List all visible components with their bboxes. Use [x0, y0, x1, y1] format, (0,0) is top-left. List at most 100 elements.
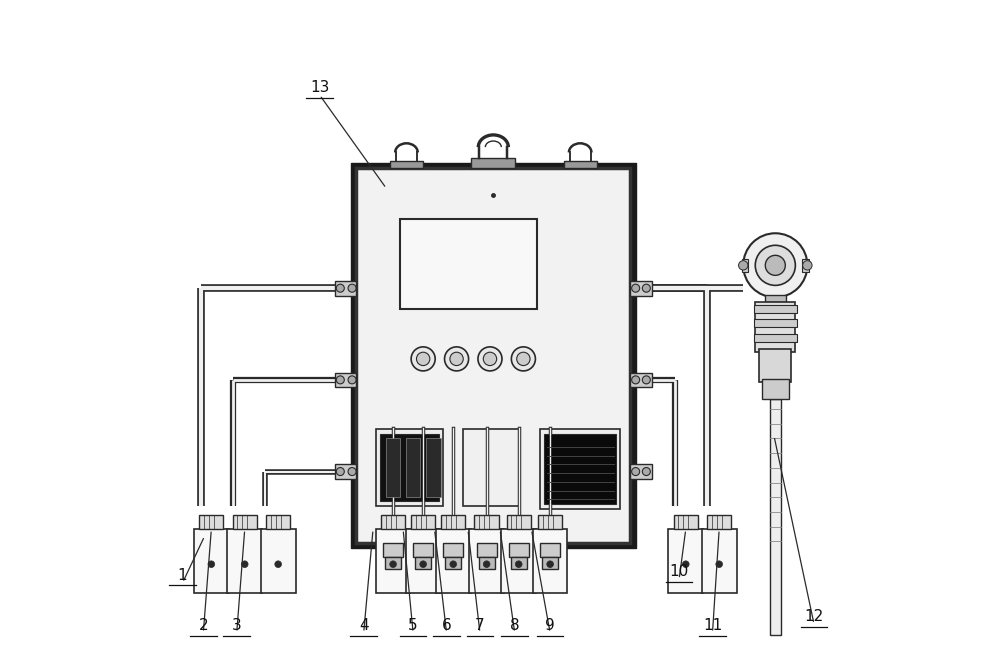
Circle shape [445, 347, 469, 371]
Text: 12: 12 [804, 609, 824, 624]
Circle shape [478, 347, 502, 371]
Bar [474, 515, 499, 529]
Bar [386, 438, 400, 497]
Bar [540, 429, 620, 509]
Bar [544, 433, 616, 504]
Circle shape [547, 561, 553, 568]
Bar [266, 515, 290, 529]
Bar [233, 515, 257, 529]
Bar [511, 558, 527, 570]
Circle shape [511, 347, 535, 371]
Circle shape [336, 376, 344, 384]
Bar [630, 464, 652, 479]
Circle shape [336, 468, 344, 476]
Circle shape [632, 285, 640, 292]
Bar [383, 543, 403, 558]
Bar [742, 258, 748, 272]
Bar [538, 515, 562, 529]
Circle shape [632, 468, 640, 476]
Text: 4: 4 [359, 618, 368, 633]
Circle shape [348, 376, 356, 384]
Circle shape [642, 468, 650, 476]
Circle shape [416, 352, 430, 366]
Bar [762, 379, 789, 399]
Bar [199, 515, 223, 529]
Bar [335, 372, 356, 387]
Bar [507, 515, 531, 529]
Bar [406, 438, 420, 497]
Bar [335, 281, 356, 295]
Bar [463, 429, 520, 506]
Bar [509, 543, 529, 558]
Bar [194, 529, 229, 592]
Circle shape [642, 376, 650, 384]
Bar [754, 319, 797, 327]
Bar [501, 529, 536, 592]
Bar [445, 558, 461, 570]
Circle shape [483, 561, 490, 568]
Circle shape [743, 234, 807, 297]
Circle shape [420, 561, 426, 568]
Bar [755, 302, 795, 352]
Bar [802, 258, 809, 272]
Circle shape [390, 561, 396, 568]
Bar [674, 515, 698, 529]
Bar [533, 529, 567, 592]
Bar [413, 543, 433, 558]
Text: 2: 2 [198, 618, 208, 633]
Circle shape [716, 561, 723, 568]
Circle shape [755, 246, 795, 285]
Bar [471, 158, 515, 168]
Bar [335, 464, 356, 479]
Bar [765, 295, 786, 302]
Circle shape [517, 352, 530, 366]
Circle shape [450, 352, 463, 366]
Circle shape [275, 561, 281, 568]
Bar [356, 168, 630, 543]
Circle shape [348, 468, 356, 476]
Bar [630, 372, 652, 387]
Text: 11: 11 [703, 618, 722, 633]
Bar [770, 399, 781, 635]
Bar [426, 438, 441, 497]
Circle shape [739, 260, 748, 270]
Text: 3: 3 [232, 618, 242, 633]
Bar [261, 529, 296, 592]
Circle shape [241, 561, 248, 568]
Bar [385, 558, 401, 570]
Circle shape [642, 285, 650, 292]
Bar [542, 558, 558, 570]
Bar [443, 543, 463, 558]
Text: 10: 10 [669, 564, 689, 579]
Bar [406, 529, 441, 592]
Bar [479, 558, 495, 570]
Bar [400, 219, 537, 309]
Bar [702, 529, 737, 592]
Bar [759, 349, 791, 382]
Bar [390, 160, 423, 168]
Circle shape [208, 561, 215, 568]
Bar [477, 543, 497, 558]
Circle shape [336, 285, 344, 292]
Circle shape [483, 352, 497, 366]
Bar [630, 281, 652, 295]
Bar [411, 515, 435, 529]
Bar [469, 529, 504, 592]
Circle shape [450, 561, 457, 568]
Text: 9: 9 [545, 618, 555, 633]
Circle shape [632, 376, 640, 384]
Circle shape [515, 561, 522, 568]
Text: 6: 6 [442, 618, 451, 633]
Bar [668, 529, 703, 592]
Bar [376, 529, 410, 592]
Bar [441, 515, 465, 529]
Circle shape [411, 347, 435, 371]
Circle shape [803, 260, 812, 270]
Bar [564, 160, 597, 168]
Circle shape [765, 255, 785, 275]
Bar [754, 334, 797, 342]
Text: 13: 13 [310, 80, 329, 95]
Bar [754, 305, 797, 313]
Bar [415, 558, 431, 570]
Text: 5: 5 [408, 618, 418, 633]
